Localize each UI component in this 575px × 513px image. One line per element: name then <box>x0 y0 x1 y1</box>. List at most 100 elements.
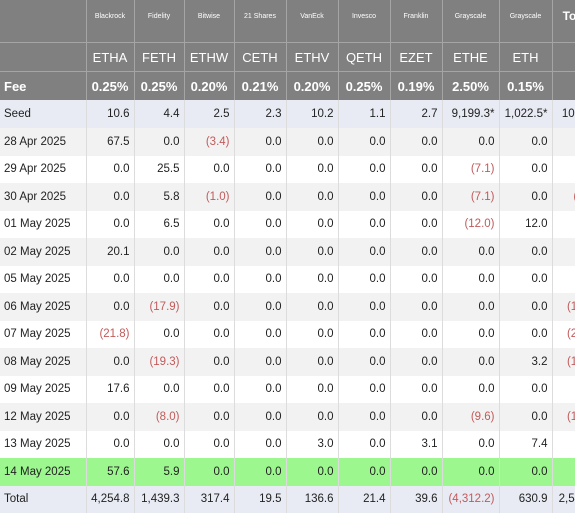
row-label: 09 May 2025 <box>0 375 87 403</box>
flow-cell: 10.6 <box>86 100 135 128</box>
fee-cell <box>552 71 575 100</box>
row-label: 05 May 2025 <box>0 265 87 293</box>
row-label: 02 May 2025 <box>0 238 87 266</box>
flow-cell: 0.0 <box>390 183 443 211</box>
row-total-cell: (2.3) <box>552 183 575 211</box>
row-total-cell: 18.4 <box>552 155 575 183</box>
flow-cell: 0.0 <box>86 348 135 376</box>
flow-cell: 0.0 <box>338 128 391 156</box>
flow-cell: 0.0 <box>184 238 235 266</box>
flow-cell: 0.0 <box>234 403 287 431</box>
flow-cell: (4,312.2) <box>442 485 500 513</box>
flow-cell: 0.0 <box>234 238 287 266</box>
flow-cell: 0.0 <box>184 403 235 431</box>
issuer-header-cell: VanEck <box>286 0 339 43</box>
table-row: 05 May 20250.00.00.00.00.00.00.00.00.00.… <box>0 265 575 293</box>
flow-cell: 0.0 <box>134 238 185 266</box>
flow-cell: 0.0 <box>286 210 339 238</box>
row-label: 29 Apr 2025 <box>0 155 87 183</box>
flow-cell: (7.1) <box>442 183 500 211</box>
fee-cell: 0.21% <box>234 71 287 100</box>
flow-cell: 12.0 <box>499 210 553 238</box>
row-label: 13 May 2025 <box>0 430 87 458</box>
flow-cell: 0.0 <box>86 293 135 321</box>
row-label: 07 May 2025 <box>0 320 87 348</box>
row-total-cell: (16.1) <box>552 348 575 376</box>
flow-cell: (7.1) <box>442 155 500 183</box>
flow-cell: 0.0 <box>499 238 553 266</box>
flow-cell: 25.5 <box>134 155 185 183</box>
flow-cell: 0.0 <box>390 320 443 348</box>
flow-cell: 0.0 <box>442 458 500 486</box>
fee-cell: 2.50% <box>442 71 500 100</box>
fee-label: Fee <box>0 71 87 100</box>
ticker-header-cell <box>0 42 87 72</box>
flow-cell: 0.0 <box>499 458 553 486</box>
flow-cell: 0.0 <box>134 430 185 458</box>
flow-cell: 0.0 <box>234 458 287 486</box>
flow-cell: 0.0 <box>338 293 391 321</box>
row-total-cell: 2,547.3 <box>552 485 575 513</box>
flow-cell: 2.7 <box>390 100 443 128</box>
flow-cell: 0.0 <box>499 155 553 183</box>
flow-cell: (21.8) <box>86 320 135 348</box>
flow-cell: 0.0 <box>499 375 553 403</box>
flow-cell: 0.0 <box>338 348 391 376</box>
flow-cell: 0.0 <box>499 320 553 348</box>
flow-cell: 630.9 <box>499 485 553 513</box>
ticker-header-cell: EZET <box>390 42 443 72</box>
flow-cell: 57.6 <box>86 458 135 486</box>
flow-cell: 0.0 <box>286 238 339 266</box>
issuer-header-cell: Grayscale <box>499 0 553 43</box>
ticker-header-cell: ETHA <box>86 42 135 72</box>
flow-cell: (8.0) <box>134 403 185 431</box>
flow-cell: 0.0 <box>286 320 339 348</box>
row-label: Seed <box>0 100 87 128</box>
flow-cell: 0.0 <box>390 128 443 156</box>
flow-cell: 0.0 <box>286 183 339 211</box>
table-row: 07 May 2025 (21.8) 0.0 0.0 0.0 0.0 0.0 0.0 0.0 0.… <box>0 320 575 348</box>
row-total-cell: (17.9) <box>552 293 575 321</box>
flow-cell: 0.0 <box>390 348 443 376</box>
flow-cell: (17.9) <box>134 293 185 321</box>
issuer-header-cell: Bitwise <box>184 0 235 43</box>
row-label: Total <box>0 485 87 513</box>
flow-cell: 0.0 <box>184 155 235 183</box>
flow-cell: 4.4 <box>134 100 185 128</box>
flow-cell: 21.4 <box>338 485 391 513</box>
flow-cell: 20.1 <box>86 238 135 266</box>
flow-cell: 0.0 <box>234 375 287 403</box>
flow-cell: 0.0 <box>338 155 391 183</box>
flow-cell: 0.0 <box>234 183 287 211</box>
issuer-header-cell: Invesco <box>338 0 391 43</box>
row-total-cell: 17.6 <box>552 375 575 403</box>
flow-cell: 1,022.5* <box>499 100 553 128</box>
flow-cell: 0.0 <box>234 293 287 321</box>
flow-cell: 0.0 <box>134 265 185 293</box>
flow-cell: 0.0 <box>184 458 235 486</box>
flow-cell: 0.0 <box>390 458 443 486</box>
row-total-cell: (17.6) <box>552 403 575 431</box>
ticker-header-row: ETHA FETH ETHW CETH ETHV QETH EZET ETHE … <box>0 42 575 72</box>
flow-cell: 0.0 <box>234 348 287 376</box>
issuer-header-cell: Blackrock <box>86 0 135 43</box>
fee-cell: 0.25% <box>134 71 185 100</box>
ticker-header-cell: ETHW <box>184 42 235 72</box>
ticker-header-cell: ETH <box>499 42 553 72</box>
ticker-header-cell: QETH <box>338 42 391 72</box>
flow-cell: 0.0 <box>390 375 443 403</box>
flow-cell: (1.0) <box>184 183 235 211</box>
row-label: 12 May 2025 <box>0 403 87 431</box>
flow-cell: 0.0 <box>286 265 339 293</box>
flow-cell: 6.5 <box>134 210 185 238</box>
table-row: 02 May 202520.10.00.00.00.00.00.00.00.02… <box>0 238 575 266</box>
flow-cell: 0.0 <box>390 238 443 266</box>
flow-cell: 0.0 <box>390 210 443 238</box>
fee-cell: 0.20% <box>184 71 235 100</box>
ticker-header-cell <box>552 42 575 72</box>
flow-cell: 0.0 <box>338 183 391 211</box>
table-row: 30 Apr 2025 0.0 5.8 (1.0) 0.0 0.0 0.0 0.0 (7.1) 0… <box>0 183 575 211</box>
flow-cell: (12.0) <box>442 210 500 238</box>
ticker-header-cell: CETH <box>234 42 287 72</box>
flow-cell: 0.0 <box>442 293 500 321</box>
